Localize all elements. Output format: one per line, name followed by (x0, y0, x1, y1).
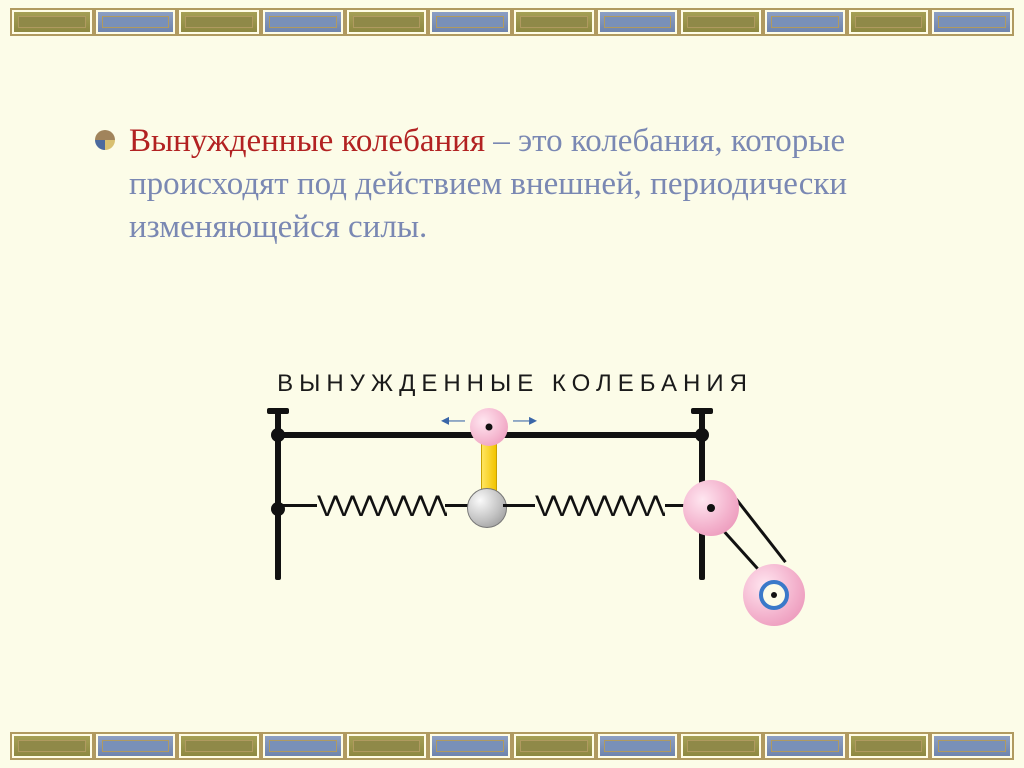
border-top (0, 4, 1024, 40)
pulley-inner-disc (759, 580, 789, 610)
border-brick (679, 732, 763, 760)
border-brick (10, 8, 94, 36)
forced-oscillation-figure: ВЫНУЖДЕННЫЕ КОЛЕБАНИЯ ◂— —▸ VVVVVVVVVV V… (245, 370, 785, 650)
spring-lead (503, 504, 535, 507)
pulley-upper (683, 480, 739, 536)
quadrant-bullet-icon (95, 130, 115, 150)
border-brick (847, 732, 931, 760)
border-brick (261, 8, 345, 36)
bullet-item: Вынужденные колебания – это колебания, к… (95, 120, 944, 249)
slide-content: Вынужденные колебания – это колебания, к… (95, 120, 944, 249)
border-brick (930, 732, 1014, 760)
rail-cap-left (267, 408, 289, 414)
border-brick (512, 8, 596, 36)
border-brick (847, 8, 931, 36)
spring-left: VVVVVVVVVV (317, 490, 447, 522)
border-brick (261, 732, 345, 760)
border-brick (763, 732, 847, 760)
border-brick (345, 8, 429, 36)
border-brick (930, 8, 1014, 36)
border-brick (345, 732, 429, 760)
figure-title: ВЫНУЖДЕННЫЕ КОЛЕБАНИЯ (277, 370, 753, 398)
border-brick (428, 732, 512, 760)
border-brick (177, 732, 261, 760)
border-brick (94, 732, 178, 760)
mass-ball (467, 488, 507, 528)
border-brick (512, 732, 596, 760)
term: Вынужденные колебания (129, 123, 485, 159)
rail-cap-right (691, 408, 713, 414)
border-brick (763, 8, 847, 36)
arrow-left-icon: ◂— (441, 410, 465, 430)
border-brick (596, 732, 680, 760)
border-brick (679, 8, 763, 36)
border-bottom (0, 728, 1024, 764)
border-brick (94, 8, 178, 36)
slider-knob (470, 408, 508, 446)
border-brick (596, 8, 680, 36)
spring-right: VVVVVVVVVV (535, 490, 665, 522)
definition-text: Вынужденные колебания – это колебания, к… (129, 120, 944, 249)
border-brick (10, 732, 94, 760)
joint-node (271, 428, 285, 442)
belt-segment (719, 526, 759, 570)
spring-lead (281, 504, 317, 507)
border-brick (177, 8, 261, 36)
arrow-right-icon: —▸ (513, 410, 537, 430)
border-brick (428, 8, 512, 36)
joint-node (695, 428, 709, 442)
